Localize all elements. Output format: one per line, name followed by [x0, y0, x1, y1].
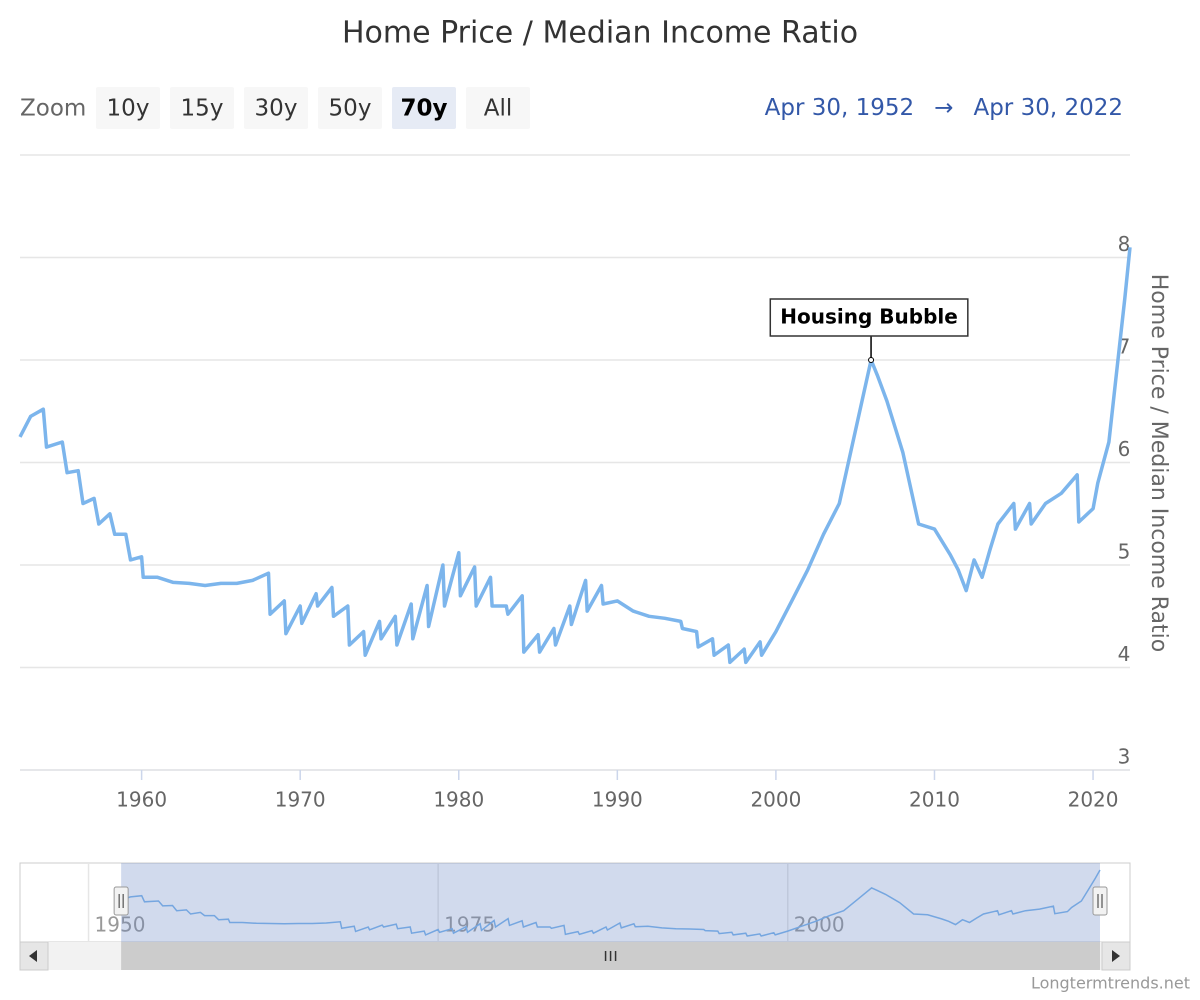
navigator-handle-grip	[118, 894, 124, 908]
zoom-label: Zoom	[20, 96, 86, 122]
x-tick-label: 1980	[433, 788, 484, 812]
zoom-button[interactable]	[96, 87, 160, 129]
annotation-label: Housing Bubble	[780, 305, 958, 329]
date-from: Apr 30, 1952	[765, 95, 915, 121]
zoom-button[interactable]	[244, 87, 308, 129]
scroll-left-button[interactable]	[19, 941, 49, 971]
chart-title: Home Price / Median Income Ratio	[342, 16, 858, 51]
zoom-button[interactable]	[170, 87, 234, 129]
navigator-tick-label: 2000	[794, 913, 845, 937]
y-tick-label: 5	[1118, 540, 1131, 564]
x-tick-label: 2000	[750, 788, 801, 812]
y-tick-label: 6	[1118, 437, 1131, 461]
date-to: Apr 30, 2022	[973, 95, 1123, 121]
scroll-left-arrow	[29, 950, 37, 962]
date-arrow: →	[934, 95, 953, 121]
zoom-button[interactable]	[318, 87, 382, 129]
zoom-button-label: 50y	[329, 96, 372, 122]
navigator-handle[interactable]	[113, 886, 129, 916]
navigator-line	[120, 869, 1101, 937]
scroll-right-arrow	[1112, 950, 1120, 962]
zoom-button-label: All	[484, 96, 513, 122]
x-tick-label: 2010	[909, 788, 960, 812]
zoom-button[interactable]	[466, 87, 530, 129]
date-range: Apr 30, 1952 → Apr 30, 2022	[765, 95, 1123, 121]
navigator-frame	[19, 862, 1131, 943]
navigator-handle[interactable]	[1092, 886, 1108, 916]
y-axis-title: Home Price / Median Income Ratio	[1146, 274, 1171, 652]
series-line	[18, 247, 1132, 665]
x-tick-label: 2020	[1068, 788, 1119, 812]
zoom-button[interactable]	[392, 87, 456, 129]
y-tick-label: 8	[1118, 232, 1131, 256]
x-tick-label: 1960	[116, 788, 167, 812]
navigator-mask	[121, 863, 1100, 942]
x-tick-label: 1990	[592, 788, 643, 812]
y-tick-label: 4	[1118, 642, 1131, 666]
x-tick-label: 1970	[275, 788, 326, 812]
zoom-button-label: 15y	[181, 96, 224, 122]
zoom-button-label: 30y	[255, 96, 298, 122]
annotation-point	[868, 357, 875, 363]
annotation-box	[769, 298, 969, 337]
scrollbar-grip	[604, 951, 617, 961]
navigator-tick-label: 1950	[95, 913, 146, 937]
navigator-handle-grip	[1097, 894, 1103, 908]
credit[interactable]: Longtermtrends.net	[1031, 974, 1190, 993]
zoom-button-label: 10y	[107, 96, 150, 122]
zoom-button-label: 70y	[401, 96, 448, 122]
y-tick-label: 3	[1118, 745, 1131, 769]
